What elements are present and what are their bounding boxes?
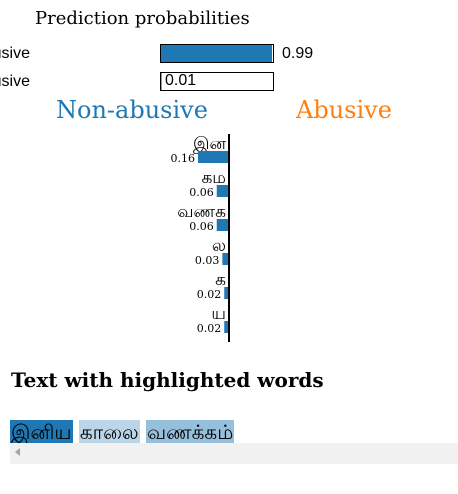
feature-value-label: 0.02 (197, 288, 222, 301)
highlight-section-title: Text with highlighted words (11, 368, 324, 392)
chevron-left-icon[interactable] (15, 448, 20, 456)
feature-value-label: 0.16 (171, 152, 196, 165)
probability-row-abusive: Abusive 0.01 (0, 72, 340, 94)
feature-bar (216, 219, 228, 231)
probability-label: Non-abusive (0, 45, 30, 62)
feature-label: ல (212, 236, 226, 256)
highlighted-word: இனிய (10, 420, 73, 444)
probability-bar-fill (161, 73, 163, 90)
feature-label: ய (211, 304, 226, 324)
probability-label: Abusive (0, 73, 30, 90)
feature-bar (198, 151, 228, 163)
feature-label: இன (193, 134, 227, 154)
class-label-abusive: Abusive (296, 96, 392, 124)
highlighted-word: காலை (78, 420, 140, 444)
probability-bar-fill (161, 45, 272, 62)
feature-label: க (215, 270, 226, 290)
feature-bar (224, 287, 228, 299)
feature-label: கம (201, 168, 226, 188)
feature-label: வணக (177, 202, 226, 222)
probability-value: 0.01 (165, 72, 197, 89)
probability-bar-frame: 0.01 (160, 72, 274, 91)
highlighted-word: வணக்கம் (146, 420, 235, 444)
feature-value-label: 0.06 (189, 186, 214, 199)
probability-row-non-abusive: Non-abusive 0.99 (0, 44, 340, 66)
probability-bar-frame (160, 44, 274, 63)
feature-value-label: 0.06 (189, 220, 214, 233)
feature-bar (222, 253, 228, 265)
feature-value-label: 0.02 (197, 322, 222, 335)
feature-value-label: 0.03 (195, 254, 220, 267)
feature-bar (216, 185, 228, 197)
prediction-title: Prediction probabilities (35, 8, 250, 29)
feature-bar (224, 321, 228, 333)
highlighted-text: இனிய காலை வணக்கம் (10, 420, 235, 444)
probability-value: 0.99 (282, 45, 314, 62)
horizontal-scrollbar[interactable] (10, 443, 458, 464)
class-label-non-abusive: Non-abusive (56, 96, 208, 124)
